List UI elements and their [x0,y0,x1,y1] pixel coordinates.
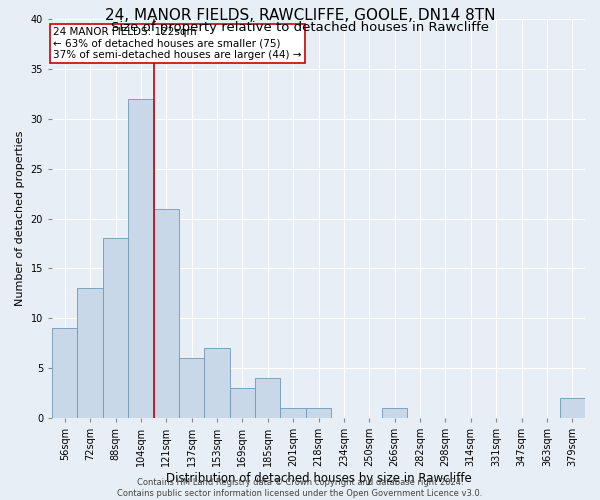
X-axis label: Distribution of detached houses by size in Rawcliffe: Distribution of detached houses by size … [166,472,472,485]
Bar [382,408,407,418]
Text: 24, MANOR FIELDS, RAWCLIFFE, GOOLE, DN14 8TN: 24, MANOR FIELDS, RAWCLIFFE, GOOLE, DN14… [105,8,495,22]
Bar [154,208,179,418]
Bar [560,398,585,418]
Bar [77,288,103,418]
Text: Contains HM Land Registry data © Crown copyright and database right 2024.
Contai: Contains HM Land Registry data © Crown c… [118,478,482,498]
Bar [179,358,205,418]
Bar [128,99,154,418]
Bar [280,408,306,418]
Text: 24 MANOR FIELDS: 122sqm
← 63% of detached houses are smaller (75)
37% of semi-de: 24 MANOR FIELDS: 122sqm ← 63% of detache… [53,27,302,60]
Y-axis label: Number of detached properties: Number of detached properties [15,131,25,306]
Bar [205,348,230,418]
Bar [52,328,77,418]
Bar [230,388,255,418]
Bar [103,238,128,418]
Bar [255,378,280,418]
Text: Size of property relative to detached houses in Rawcliffe: Size of property relative to detached ho… [111,21,489,34]
Bar [306,408,331,418]
